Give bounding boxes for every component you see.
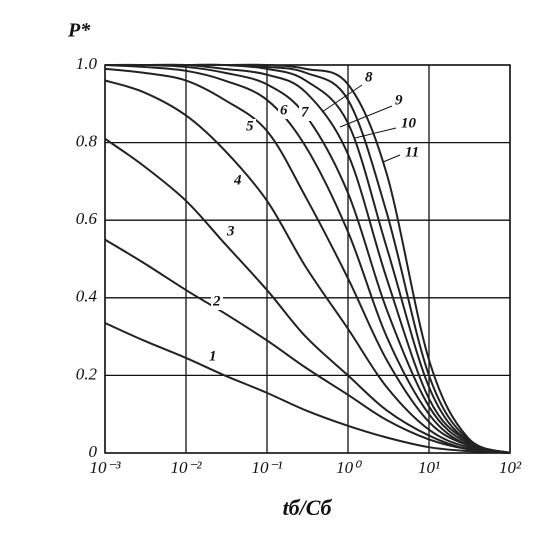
x-tick-label: 10⁻¹ xyxy=(251,458,282,477)
curve xyxy=(105,63,511,454)
x-tick-label: 10¹ xyxy=(418,458,440,477)
label-bg xyxy=(232,173,244,189)
curve xyxy=(104,137,511,454)
label-bg xyxy=(363,70,375,86)
label-bg xyxy=(244,119,256,135)
curve xyxy=(104,67,511,454)
curve-label: 7 xyxy=(301,104,309,120)
leader-line xyxy=(382,154,401,163)
leader-line xyxy=(321,84,363,113)
curve-label: 6 xyxy=(280,102,288,118)
curve-label: 9 xyxy=(395,92,403,108)
y-tick-label: 0.6 xyxy=(76,209,98,228)
y-tick-label: 0.4 xyxy=(76,287,98,306)
curve xyxy=(105,63,511,454)
curve xyxy=(104,64,511,454)
label-bg xyxy=(403,145,422,161)
curve-label: 11 xyxy=(405,144,419,160)
x-tick-label: 10⁰ xyxy=(336,458,362,477)
x-tick-label: 10⁻² xyxy=(170,458,202,477)
curve-label: 5 xyxy=(246,118,254,134)
label-bg xyxy=(399,116,418,132)
label-bg xyxy=(393,93,405,109)
curve xyxy=(104,63,511,454)
curve xyxy=(105,63,511,454)
y-tick-label: 0 xyxy=(89,442,98,461)
curve-label: 1 xyxy=(209,348,217,364)
y-tick-label: 0.8 xyxy=(76,132,98,151)
curve xyxy=(104,322,511,454)
curve xyxy=(104,238,511,454)
leader-line xyxy=(354,127,397,139)
curve-label: 8 xyxy=(365,69,373,85)
curve xyxy=(104,79,511,454)
x-tick-label: 10⁻³ xyxy=(89,458,121,477)
curve-label: 3 xyxy=(226,223,235,239)
label-bg xyxy=(278,103,290,119)
y-tick-label: 1.0 xyxy=(76,54,98,73)
y-tick-label: 0.2 xyxy=(76,364,98,383)
label-bg xyxy=(207,349,219,365)
label-bg xyxy=(211,294,223,310)
curve-label: 4 xyxy=(233,172,242,188)
curve xyxy=(105,63,511,454)
curve-label: 2 xyxy=(212,293,221,309)
x-axis-label: tб/Cб xyxy=(283,495,333,520)
x-tick-label: 10² xyxy=(499,458,522,477)
y-axis-label: P* xyxy=(67,20,91,42)
plot-frame xyxy=(104,64,511,454)
curve-label: 10 xyxy=(401,115,417,131)
label-bg xyxy=(299,105,311,121)
label-bg xyxy=(225,224,237,240)
